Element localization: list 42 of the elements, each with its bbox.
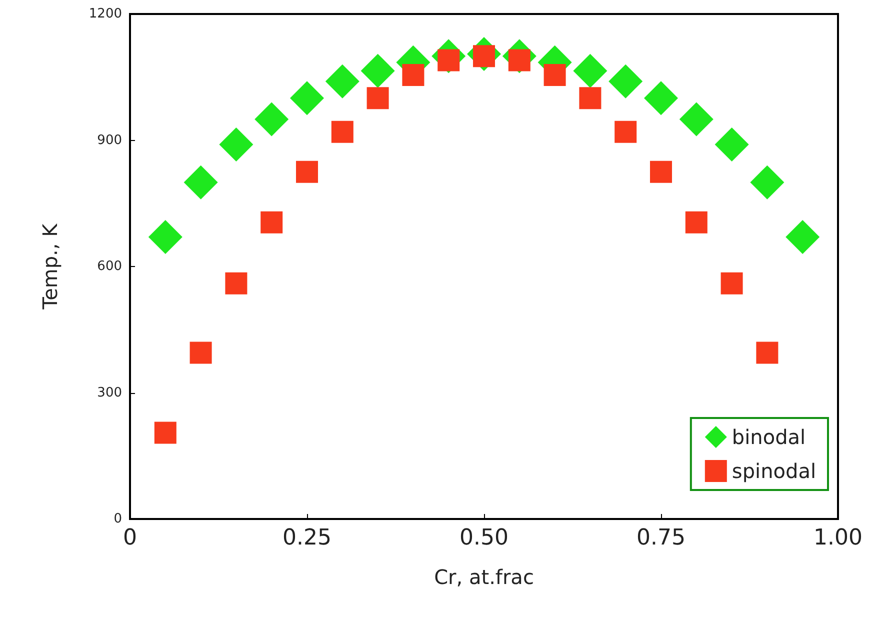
point — [756, 342, 778, 364]
y-axis-title: Temp., K — [38, 222, 62, 310]
point — [685, 211, 708, 234]
point — [148, 220, 182, 254]
point — [608, 64, 643, 98]
point — [325, 64, 360, 98]
point — [750, 165, 784, 200]
point — [190, 342, 212, 364]
point — [254, 102, 289, 136]
point — [366, 87, 389, 110]
point — [154, 422, 176, 444]
point — [331, 120, 354, 143]
y-tick-label: 900 — [97, 132, 122, 148]
point — [296, 160, 318, 183]
y-tick-label: 1200 — [88, 6, 122, 22]
x-tick-label: 0.25 — [282, 526, 332, 550]
point — [402, 64, 424, 86]
point — [260, 211, 283, 234]
point — [290, 81, 324, 116]
point — [650, 160, 672, 183]
point — [573, 54, 608, 88]
y-tick-label: 0 — [114, 512, 122, 526]
y-tick-label: 300 — [97, 385, 122, 400]
point — [219, 127, 254, 162]
point — [579, 87, 602, 110]
point — [614, 120, 637, 143]
point — [714, 127, 749, 162]
point — [720, 272, 743, 294]
point — [225, 272, 248, 294]
legend-label: binodal — [732, 425, 806, 449]
x-tick-label: 0.75 — [636, 526, 686, 550]
legend-label: spinodal — [732, 459, 816, 483]
point — [786, 220, 820, 254]
point — [544, 64, 566, 86]
y-tick-label: 600 — [97, 259, 122, 274]
point — [644, 81, 678, 116]
point — [679, 102, 714, 136]
point — [184, 165, 218, 200]
x-axis-title: Cr, at.frac — [434, 565, 534, 589]
point — [360, 54, 395, 88]
x-tick-label: 0.50 — [460, 526, 508, 550]
x-tick-label: 1.00 — [814, 526, 862, 550]
